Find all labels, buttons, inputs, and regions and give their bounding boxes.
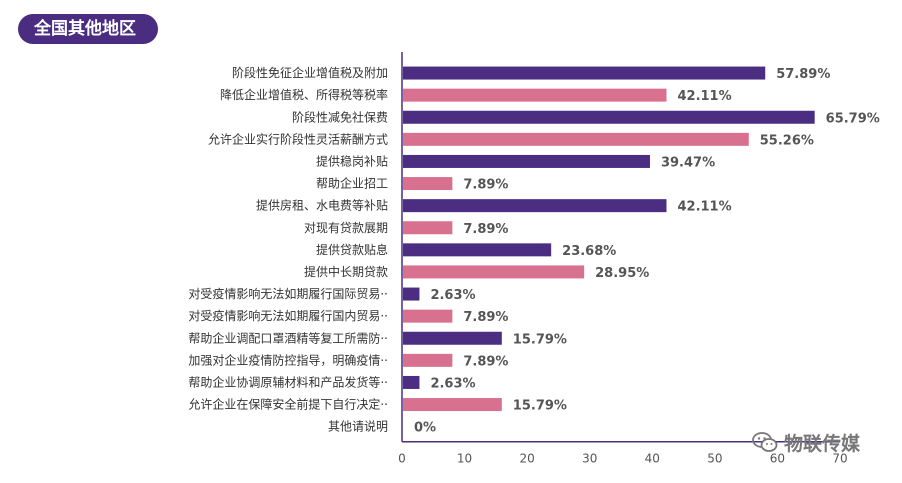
x-tick-label: 30: [582, 452, 597, 466]
bar: [403, 199, 667, 213]
data-label: 15.79%: [513, 332, 567, 347]
x-tick-label: 20: [520, 452, 535, 466]
bar: [403, 66, 766, 80]
data-label: 65.79%: [826, 111, 880, 126]
data-label: 7.89%: [463, 178, 508, 193]
x-tick-label: 60: [770, 452, 785, 466]
data-label: 7.89%: [463, 310, 508, 325]
bar: [403, 287, 420, 301]
category-label: 其他请说明: [328, 419, 388, 434]
watermark-text: 物联传媒: [784, 432, 861, 455]
bar: [403, 375, 420, 389]
x-tick-label: 50: [707, 452, 722, 466]
bar: [403, 331, 502, 345]
category-label: 对受疫情影响无法如期履行国内贸易··: [188, 308, 388, 323]
category-label: 提供房租、水电费等补贴: [256, 198, 388, 213]
x-tick-label: 0: [398, 452, 406, 466]
category-label: 帮助企业招工: [316, 176, 388, 191]
bar: [403, 398, 502, 412]
category-label: 对受疫情影响无法如期履行国际贸易··: [188, 286, 388, 301]
page-title: 全国其他地区: [34, 19, 136, 39]
bar: [403, 265, 585, 279]
category-label: 提供稳岗补贴: [316, 153, 388, 168]
bar: [403, 177, 453, 191]
data-label: 42.11%: [677, 200, 731, 215]
data-label: 2.63%: [430, 376, 475, 391]
data-label: 2.63%: [430, 288, 475, 303]
category-label: 降低企业增值税、所得税等税率: [220, 87, 388, 102]
data-label: 55.26%: [760, 133, 814, 148]
data-label: 15.79%: [513, 399, 567, 414]
bar: [403, 88, 667, 102]
bar: [403, 221, 453, 235]
wechat-icon: [752, 432, 778, 452]
category-label: 允许企业实行阶段性灵活薪酬方式: [208, 131, 388, 146]
bar: [403, 132, 749, 146]
category-label: 阶段性减免社保费: [292, 109, 388, 124]
x-tick-label: 40: [645, 452, 660, 466]
x-tick-label: 10: [457, 452, 472, 466]
bar: [403, 110, 815, 124]
data-label: 57.89%: [776, 67, 830, 82]
bar: [403, 309, 453, 323]
category-label: 提供中长期贷款: [304, 264, 388, 279]
watermark: 物联传媒: [752, 429, 860, 455]
data-label: 7.89%: [463, 354, 508, 369]
data-label: 7.89%: [463, 222, 508, 237]
chart-title-badge: 全国其他地区: [18, 14, 158, 44]
data-label: 39.47%: [661, 155, 715, 170]
category-label: 帮助企业协调原辅材料和产品发货等··: [188, 374, 388, 389]
category-label: 加强对企业疫情防控指导，明确疫情··: [188, 352, 388, 367]
category-label: 帮助企业调配口罩酒精等复工所需防··: [188, 330, 388, 345]
category-label: 提供贷款贴息: [316, 242, 388, 257]
data-label: 0%: [414, 421, 436, 436]
category-label: 对现有贷款展期: [304, 221, 388, 235]
data-label: 23.68%: [562, 244, 616, 259]
data-label: 28.95%: [595, 266, 649, 281]
bar: [403, 243, 552, 257]
category-label: 允许企业在保障安全前提下自行决定··: [188, 397, 388, 412]
category-label: 阶段性免征企业增值税及附加: [232, 65, 388, 80]
x-tick-label: 70: [832, 452, 847, 466]
bar: [403, 154, 650, 168]
bar: [403, 353, 453, 367]
data-label: 42.11%: [677, 89, 731, 104]
